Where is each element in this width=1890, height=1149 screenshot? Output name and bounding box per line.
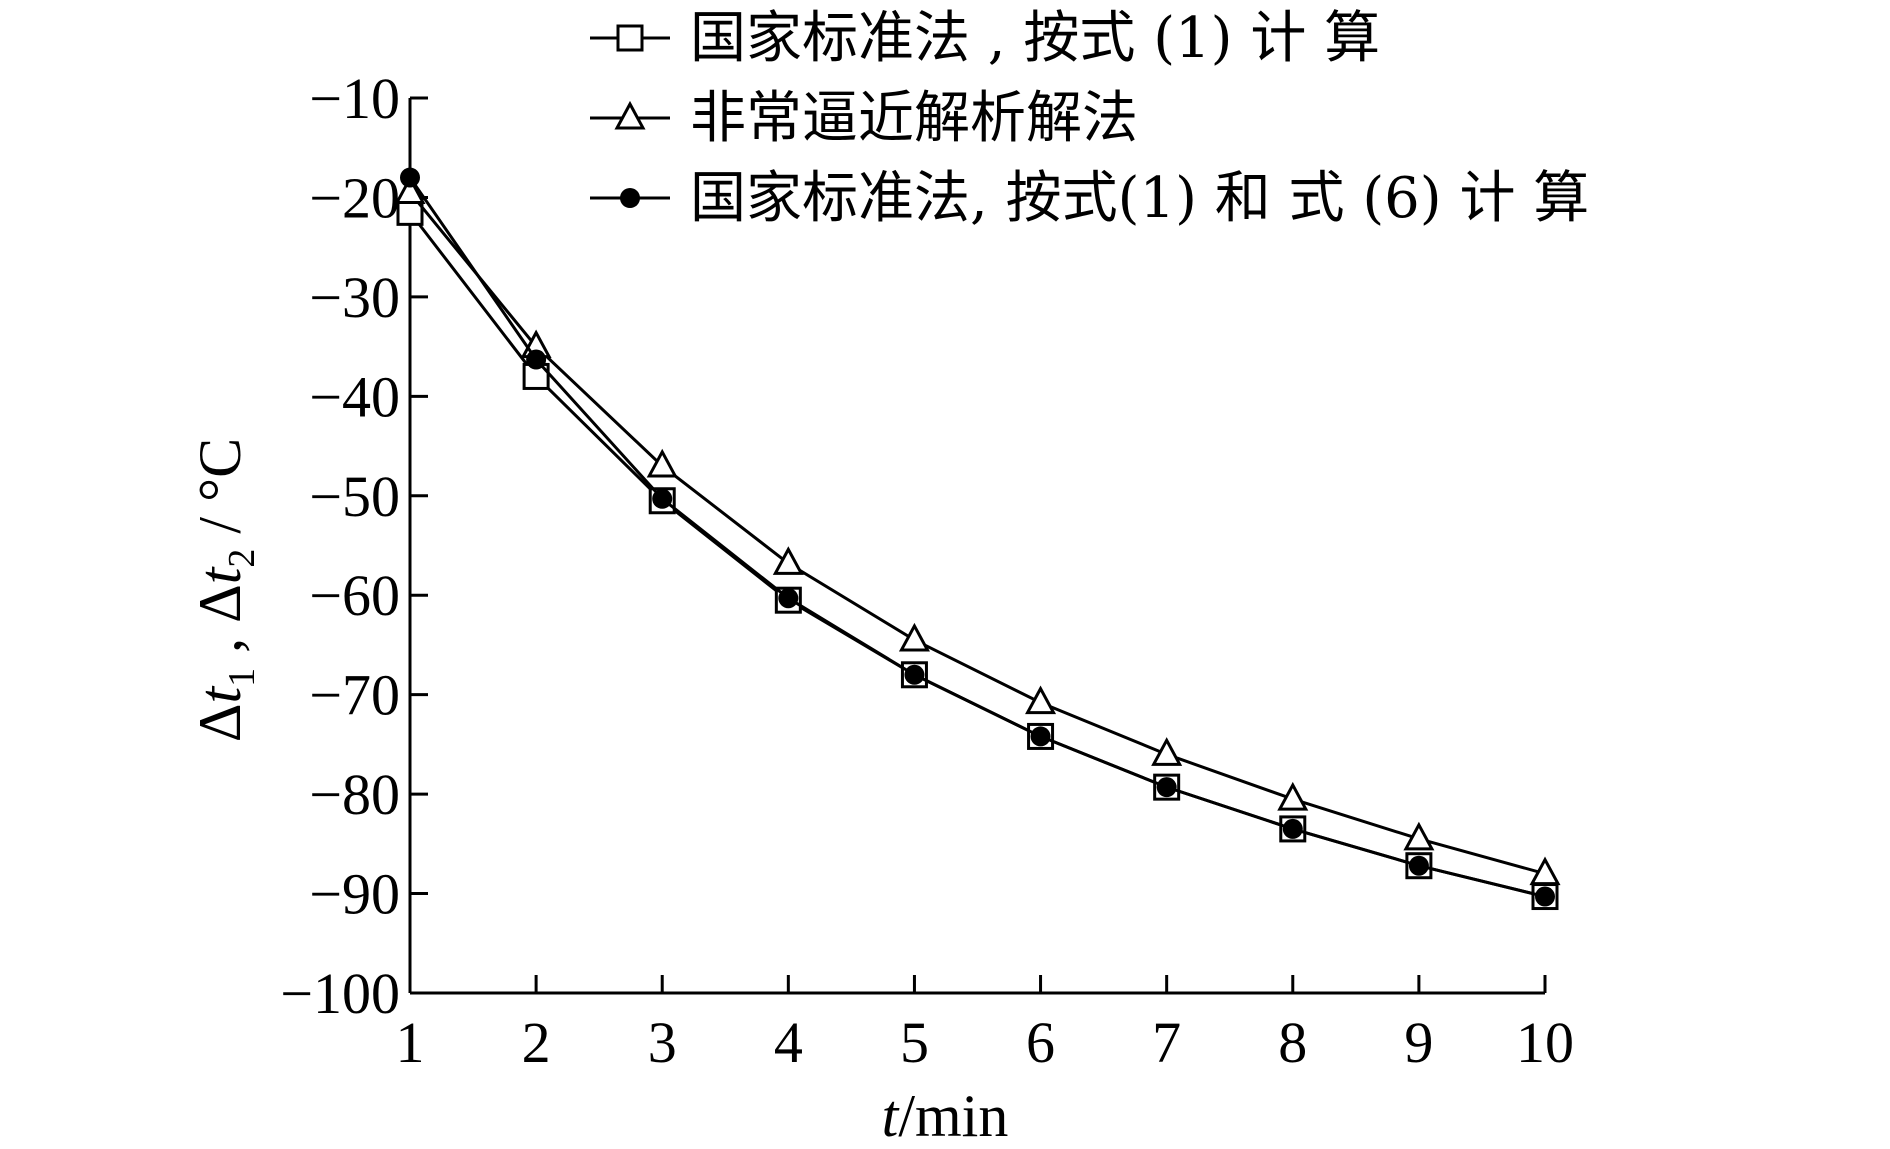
- legend-marker-triangle: [614, 100, 646, 130]
- data-point-dot: [1030, 726, 1051, 747]
- x-tick-label: 5: [900, 1010, 929, 1075]
- y-tick-label: −10: [309, 66, 400, 131]
- data-point-triangle: [898, 622, 930, 652]
- data-point-triangle: [1151, 737, 1183, 766]
- data-point-dot: [526, 349, 547, 370]
- x-tick-label: 7: [1152, 1010, 1181, 1075]
- y-tick-label: −50: [309, 464, 400, 529]
- y-tick-label: −30: [309, 265, 400, 330]
- x-axis-title: t/min: [882, 1083, 1009, 1149]
- series-dot: [400, 167, 1555, 907]
- data-point-dot: [778, 588, 799, 609]
- legend-marker-square: [616, 24, 644, 52]
- data-point-dot: [400, 167, 420, 188]
- x-tick-label: 1: [396, 1010, 425, 1075]
- data-point-dot: [1282, 818, 1303, 839]
- legend-item-dot: 国家标准法, 按式(1) 和 式 (6) 计 算: [590, 166, 1589, 231]
- y-tick-label: −70: [309, 663, 400, 728]
- y-tick-label: −80: [309, 762, 400, 827]
- y-tick-label: −60: [309, 563, 400, 628]
- y-tick-label: −100: [280, 961, 400, 1026]
- x-tick-label: 10: [1516, 1010, 1574, 1075]
- y-tick-label: −20: [309, 165, 400, 230]
- data-point-dot: [1156, 777, 1177, 798]
- y-tick-label: −90: [309, 862, 400, 927]
- legend-label: 非常逼近解析解法: [690, 86, 1138, 151]
- y-axis-title: Δt1 , Δt2 / °C: [187, 438, 263, 742]
- data-point-triangle: [1529, 856, 1561, 886]
- x-tick-label: 4: [774, 1010, 803, 1075]
- series-line-triangle: [408, 191, 1546, 876]
- data-point-triangle: [1277, 781, 1309, 811]
- data-point-triangle: [1025, 685, 1057, 715]
- x-tick-label: 9: [1404, 1010, 1433, 1075]
- series-triangle: [394, 175, 1561, 886]
- series-layer: [394, 167, 1561, 911]
- legend-marker-dot: [620, 188, 640, 208]
- data-point-dot: [904, 664, 925, 685]
- x-tick-label: 3: [648, 1010, 677, 1075]
- series-square: [396, 198, 1559, 911]
- legend-item-square: 国家标准法 , 按式 (1) 计 算: [590, 6, 1380, 71]
- data-point-triangle: [394, 175, 426, 204]
- series-line-dot: [408, 176, 1546, 898]
- data-point-triangle: [772, 546, 804, 575]
- data-point-dot: [1535, 886, 1555, 907]
- legend-item-triangle: 非常逼近解析解法: [590, 86, 1138, 151]
- data-point-triangle: [646, 448, 678, 478]
- x-tick-label: 6: [1026, 1010, 1055, 1075]
- series-line-square: [408, 211, 1546, 898]
- data-point-dot: [652, 488, 673, 509]
- x-tick-label: 2: [522, 1010, 551, 1075]
- data-point-triangle: [1403, 821, 1435, 851]
- axes: 1 2 3 4 5 6 7 8 9 10 −10 −20 −30 −40 −50 −60 −70 −80 −90 −1…: [280, 66, 1574, 1075]
- legend-label: 国家标准法, 按式(1) 和 式 (6) 计 算: [690, 166, 1589, 231]
- y-tick-label: −40: [309, 364, 400, 429]
- legend-label: 国家标准法 , 按式 (1) 计 算: [690, 6, 1380, 71]
- x-tick-label: 8: [1278, 1010, 1307, 1075]
- data-point-dot: [1408, 855, 1429, 876]
